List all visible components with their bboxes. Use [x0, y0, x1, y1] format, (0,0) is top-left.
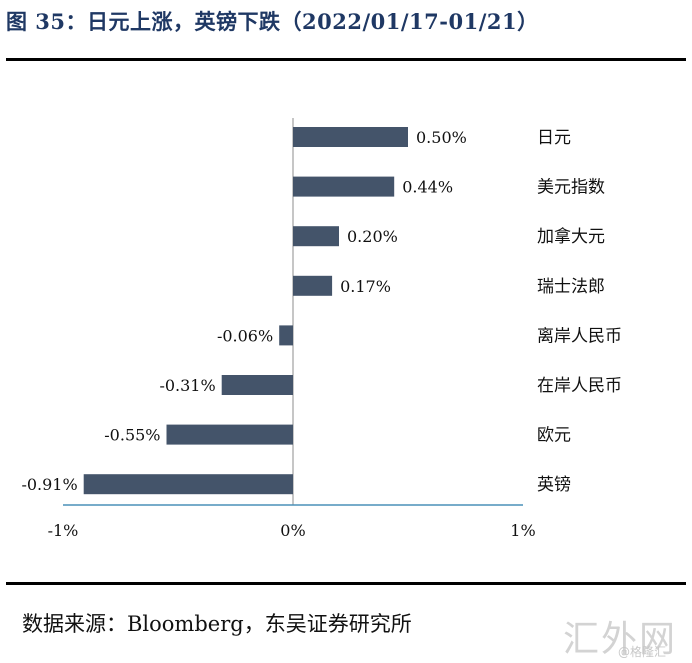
bar-chart: -1% 0% 1% 0.50% 日元 0.44% 美元指数 0.20% 加拿大元 0.17% 瑞士法… — [21, 118, 622, 540]
bar — [166, 424, 293, 445]
bar — [279, 325, 293, 346]
data-label: -0.31% — [159, 376, 215, 395]
bar — [293, 127, 408, 147]
bar — [293, 226, 339, 247]
data-label: -0.91% — [21, 475, 77, 494]
data-label: 0.50% — [416, 128, 467, 147]
data-label: -0.55% — [104, 426, 160, 445]
category-label: 欧元 — [537, 426, 571, 446]
x-tick-label: 1% — [510, 521, 535, 540]
category-label: 在岸人民币 — [537, 376, 622, 396]
data-label: -0.06% — [217, 326, 273, 345]
x-tick-label: -1% — [48, 521, 79, 540]
data-label: 0.20% — [347, 227, 398, 246]
top-divider — [6, 58, 686, 61]
source-note: 数据来源：Bloomberg，东吴证券研究所 — [22, 612, 412, 636]
bar — [293, 275, 333, 296]
category-label: 离岸人民币 — [537, 326, 622, 346]
category-label: 美元指数 — [537, 178, 605, 198]
watermark-caption: @格隆汇 — [618, 645, 667, 659]
data-label: 0.17% — [340, 277, 391, 296]
watermark: 汇外网 — [563, 619, 678, 660]
category-label: 英镑 — [537, 475, 571, 495]
page-title: 图 35：日元上涨，英镑下跌（2022/01/17-01/21） — [6, 9, 539, 34]
x-tick-label: 0% — [280, 521, 305, 540]
bottom-divider — [6, 582, 686, 585]
category-label: 加拿大元 — [537, 226, 605, 247]
category-label: 瑞士法郎 — [537, 277, 605, 297]
category-label: 日元 — [537, 128, 571, 148]
bar — [83, 474, 293, 495]
data-label: 0.44% — [402, 178, 453, 197]
bar — [221, 375, 293, 395]
bar — [293, 176, 395, 197]
